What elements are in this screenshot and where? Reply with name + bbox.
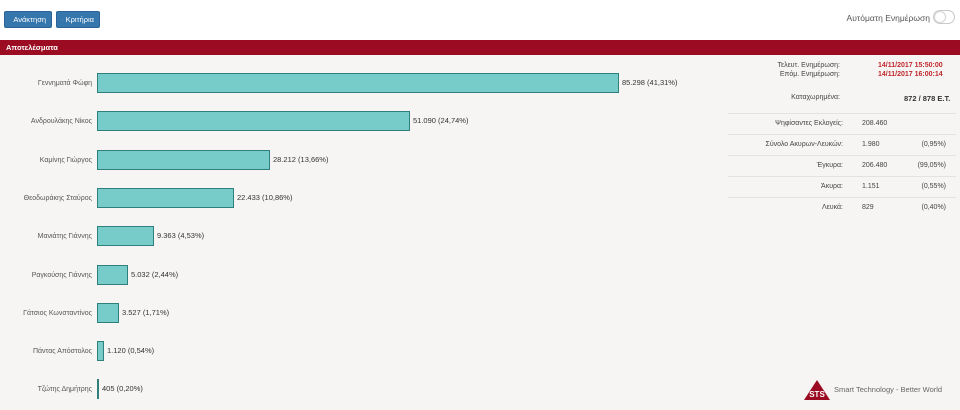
candidate-name: Γεννηματά Φώφη: [37, 80, 92, 87]
result-row: Θεοδωράκης Σταύρος 22.433 (10,86%): [0, 188, 725, 210]
recorded-label: Καταχωρημένα:: [791, 94, 840, 101]
results-panel-title: Αποτελέσματα: [0, 40, 960, 55]
result-row: Καμίνης Γιώργος 28.212 (13,66%): [0, 150, 725, 172]
vote-label: 1.120 (0,54%): [107, 346, 155, 355]
vote-bar: [97, 188, 234, 208]
candidate-name: Ραγκούσης Γιάννης: [31, 272, 92, 279]
candidate-name: Μανιάτης Γιάννης: [37, 233, 92, 240]
vote-label: 51.090 (24,74%): [413, 116, 469, 125]
result-row: Πάντας Απόστολος 1.120 (0,54%): [0, 341, 725, 363]
filter-button-label: Κριτήρια: [65, 15, 94, 24]
vote-label: 3.527 (1,71%): [122, 308, 170, 317]
vote-label: 405 (0,20%): [102, 384, 143, 393]
vote-label: 5.032 (2,44%): [131, 270, 179, 279]
toolbar: Ανάκτηση Κριτήρια Αυτόματη Ενημέρωση: [0, 0, 960, 40]
vote-bar: [97, 226, 154, 246]
candidate-name: Γάτσιος Κωνσταντίνος: [23, 310, 92, 317]
stat-row: Λευκά: 829 (0,40%): [728, 197, 956, 218]
sts-logo-icon: STS: [804, 380, 830, 400]
result-row: Γάτσιος Κωνσταντίνος 3.527 (1,71%): [0, 303, 725, 325]
auto-update-label: Αυτόματη Ενημέρωση: [846, 13, 930, 23]
vote-bar: [97, 341, 104, 361]
stat-label: Σύνολο Ακυρων-Λευκών:: [765, 141, 844, 148]
last-update-label: Τελευτ. Ενημέρωση:: [777, 62, 840, 69]
auto-update-toggle[interactable]: [933, 10, 955, 24]
stat-label: Λευκά:: [821, 204, 843, 211]
vote-bar: [97, 265, 128, 285]
stats-table: Ψηφίσαντες Εκλογείς: 208.460 Σύνολο Ακυρων…: [728, 113, 956, 218]
vote-bar: [97, 379, 99, 399]
candidate-name: Θεοδωράκης Σταύρος: [23, 195, 92, 202]
stat-label: Ψηφίσαντες Εκλογείς:: [775, 120, 843, 127]
candidate-name: Τζώτης Δημήτρης: [37, 386, 92, 393]
recorded-value: 872 / 878 Ε.Τ.: [904, 94, 951, 103]
stat-row: Άκυρα: 1.151 (0,55%): [728, 176, 956, 197]
next-update-label: Επόμ. Ενημέρωση:: [779, 71, 840, 78]
vote-label: 9.363 (4,53%): [157, 231, 205, 240]
vote-label: 28.212 (13,66%): [273, 155, 329, 164]
vote-bar: [97, 73, 619, 93]
vote-label: 22.433 (10,86%): [237, 193, 293, 202]
last-update-value: 14/11/2017 15:50:00: [878, 62, 943, 69]
next-update-value: 14/11/2017 16:00:14: [878, 71, 943, 78]
result-row: Γεννηματά Φώφη 85.298 (41,31%): [0, 73, 725, 95]
stat-row: Έγκυρα: 206.480 (99,05%): [728, 155, 956, 176]
search-button[interactable]: Ανάκτηση: [4, 11, 52, 28]
logo-tagline: Smart Technology - Better World: [834, 385, 943, 394]
vote-label: 85.298 (41,31%): [622, 78, 678, 87]
stat-row: Ψηφίσαντες Εκλογείς: 208.460: [728, 113, 956, 134]
candidate-name: Πάντας Απόστολος: [32, 348, 92, 355]
filter-icon: [62, 19, 63, 20]
vote-bar: [97, 111, 410, 131]
stat-percent: (0,40%): [921, 204, 946, 211]
stat-label: Άκυρα:: [821, 183, 843, 190]
stat-percent: (0,95%): [921, 141, 946, 148]
stat-label: Έγκυρα:: [816, 162, 843, 169]
stat-value: 1.980: [862, 141, 880, 148]
stat-value: 208.460: [862, 120, 888, 127]
vote-bar: [97, 150, 270, 170]
logo-text: STS: [809, 390, 825, 399]
candidate-name: Ανδρουλάκης Νίκος: [30, 118, 92, 125]
toggle-knob: [935, 12, 945, 22]
result-row: Μανιάτης Γιάννης 9.363 (4,53%): [0, 226, 725, 248]
filter-button[interactable]: Κριτήρια: [56, 11, 100, 28]
result-row: Τζώτης Δημήτρης 405 (0,20%): [0, 379, 725, 401]
stat-value: 1.151: [862, 183, 880, 190]
candidate-name: Καμίνης Γιώργος: [39, 157, 92, 164]
vote-bar: [97, 303, 119, 323]
stat-value: 829: [862, 204, 874, 211]
result-row: Ανδρουλάκης Νίκος 51.090 (24,74%): [0, 111, 725, 133]
stat-percent: (99,05%): [917, 162, 946, 169]
results-panel: Γεννηματά Φώφη 85.298 (41,31%) Ανδρουλάκης…: [0, 55, 960, 410]
result-row: Ραγκούσης Γιάννης 5.032 (2,44%): [0, 265, 725, 287]
stat-value: 206.480: [862, 162, 888, 169]
search-button-label: Ανάκτηση: [13, 15, 46, 24]
stat-percent: (0,55%): [921, 183, 946, 190]
stat-row: Σύνολο Ακυρων-Λευκών: 1.980 (0,95%): [728, 134, 956, 155]
